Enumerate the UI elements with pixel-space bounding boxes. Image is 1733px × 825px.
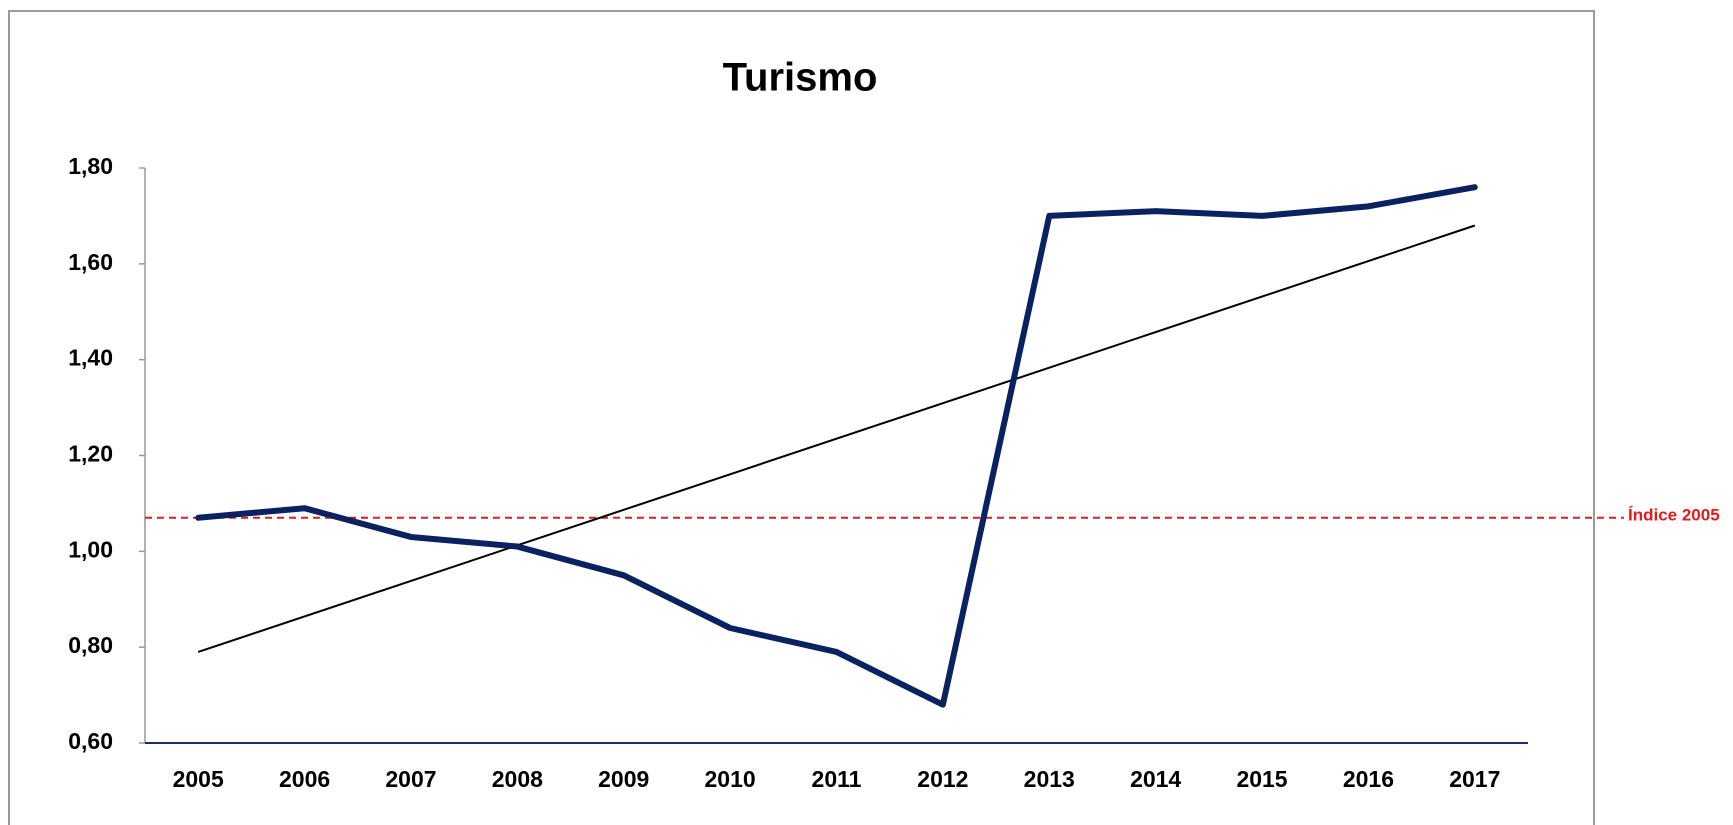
y-tick-label: 1,40 <box>68 345 113 371</box>
y-tick-label: 1,00 <box>68 536 113 562</box>
y-tick-label: 1,80 <box>68 153 113 179</box>
x-tick-label: 2014 <box>1130 766 1181 792</box>
x-tick-label: 2009 <box>598 766 649 792</box>
chart-title: Turismo <box>723 56 878 100</box>
trendline <box>197 224 1476 653</box>
x-tick-label: 2006 <box>279 766 330 792</box>
x-tick-label: 2010 <box>705 766 756 792</box>
x-tick-label: 2012 <box>917 766 968 792</box>
x-tick-label: 2015 <box>1236 766 1287 792</box>
chart-frame <box>8 10 1595 825</box>
x-tick-label: 2007 <box>385 766 436 792</box>
data-line <box>195 184 1478 708</box>
x-tick-label: 2017 <box>1449 766 1500 792</box>
y-tick-label: 0,80 <box>68 632 113 658</box>
y-tick-label: 1,60 <box>68 249 113 275</box>
x-tick-label: 2013 <box>1024 766 1075 792</box>
x-tick-label: 2016 <box>1343 766 1394 792</box>
x-tick-label: 2011 <box>812 766 862 792</box>
y-tick-label: 1,20 <box>68 441 113 467</box>
x-tick-label: 2008 <box>492 766 543 792</box>
y-tick-label: 0,60 <box>68 728 113 754</box>
reference-label: Índice 2005 <box>1628 505 1720 524</box>
x-tick-label: 2005 <box>173 766 224 792</box>
